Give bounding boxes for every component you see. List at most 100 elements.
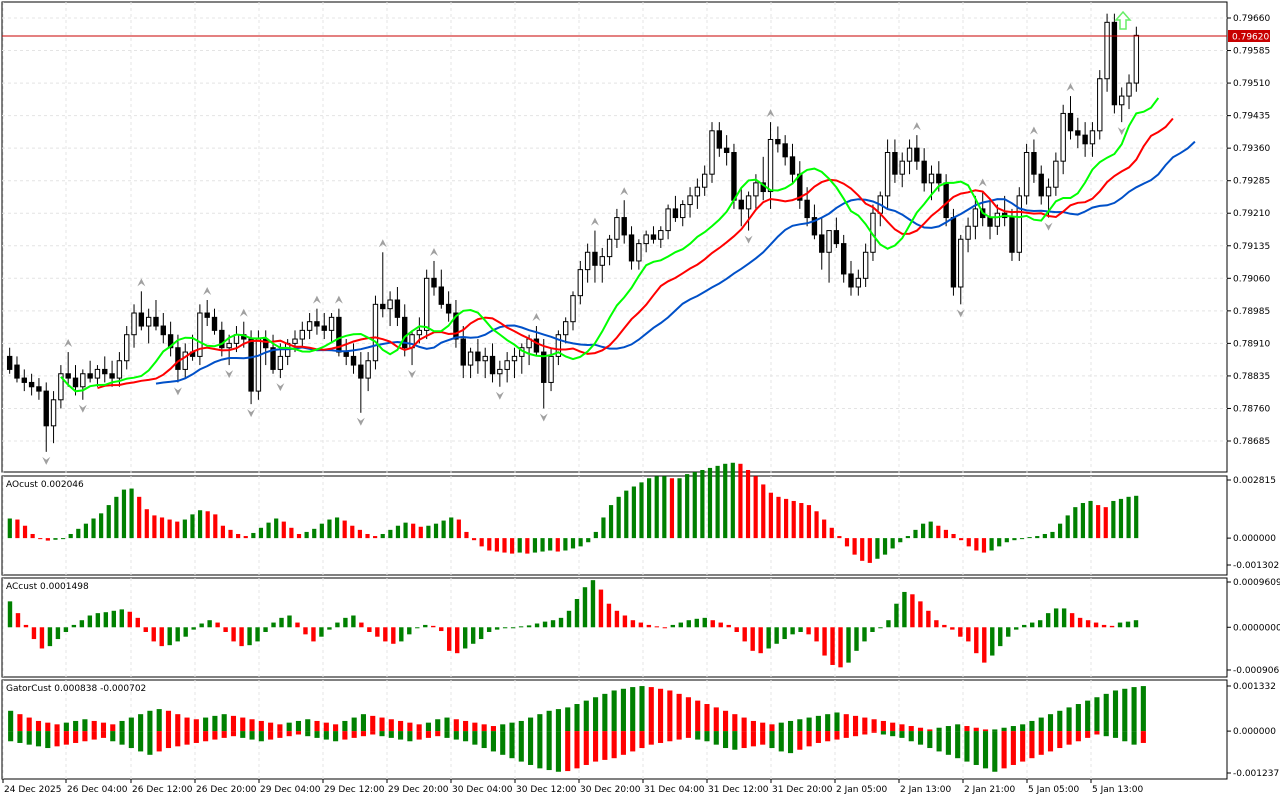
gator-upper-bar — [490, 726, 496, 732]
candle-body — [745, 195, 752, 210]
candle-body — [577, 269, 584, 297]
candle-body — [541, 351, 547, 383]
price-axis-label: 0.79660 — [1233, 14, 1270, 24]
gator-upper-bar — [1131, 687, 1137, 732]
gator-lower-bar — [899, 731, 905, 738]
ac-bar — [590, 580, 596, 628]
candle-body — [701, 173, 708, 188]
candle-body — [650, 234, 657, 240]
gator-lower-bar — [945, 731, 951, 755]
candle-body — [504, 360, 510, 370]
candle-body — [1104, 21, 1110, 80]
gator-upper-bar — [722, 710, 729, 732]
gator-lower-bar — [806, 731, 812, 747]
candle-body — [394, 299, 401, 318]
fractal-down-icon — [539, 413, 548, 422]
fractal-down-icon — [1117, 127, 1126, 136]
gator-upper-bar — [630, 687, 636, 732]
ac-bar — [367, 627, 372, 632]
ac-bar — [606, 603, 612, 628]
ac-bar — [942, 624, 947, 628]
candle-body — [687, 195, 693, 206]
time-axis-label: 31 Dec 20:00 — [772, 785, 833, 795]
gator-upper-bar — [973, 727, 979, 732]
gator-lower-bar — [602, 731, 608, 760]
ao-bar — [989, 538, 994, 551]
price-axis-label: 0.79585 — [1233, 47, 1270, 57]
fractal-down-icon — [78, 404, 87, 413]
ac-bar — [1101, 624, 1107, 628]
ao-bar — [228, 529, 233, 539]
candle-body — [109, 373, 115, 379]
candle-body — [475, 351, 481, 362]
ao-title: AOcust 0.002046 — [6, 480, 84, 490]
ao-bar — [692, 472, 697, 539]
candle-body — [160, 325, 166, 336]
ac-bar — [486, 627, 492, 632]
candle-body — [533, 338, 540, 353]
ac-bar — [662, 627, 668, 629]
ac-bar — [1006, 627, 1011, 637]
ac-bar — [95, 613, 101, 628]
ac-bar — [247, 627, 252, 646]
candle-body — [1009, 217, 1015, 253]
ac-bar — [327, 627, 332, 630]
fractal-up-icon — [532, 313, 541, 322]
gator-lower-bar — [667, 731, 673, 742]
candle-body — [350, 355, 357, 366]
ac-bar — [614, 610, 620, 628]
ac-bar — [870, 627, 875, 632]
ao-bar — [707, 467, 713, 539]
gator-upper-bar — [713, 707, 719, 732]
candle-body — [1082, 134, 1088, 145]
ac-bar — [1069, 613, 1075, 628]
candles-layer — [6, 13, 1140, 452]
gator-upper-bar — [82, 719, 88, 732]
ao-bar — [677, 478, 682, 539]
candle-body — [14, 364, 20, 379]
gator-upper-bar — [936, 727, 942, 732]
ao-bar — [99, 513, 104, 539]
gator-upper-bar — [546, 710, 552, 732]
ac-bar — [598, 589, 604, 628]
ao-bar — [304, 531, 309, 539]
gator-lower-bar — [760, 731, 766, 745]
gator-lower-bar — [620, 731, 626, 755]
ao-bar — [45, 538, 50, 541]
candle-body — [248, 338, 254, 392]
gator-upper-bar — [1094, 697, 1100, 732]
price-axis-label: 0.79360 — [1233, 144, 1270, 154]
gator-lower-bar — [704, 731, 710, 742]
candle-body — [899, 160, 905, 175]
gator-upper-bar — [1085, 700, 1091, 732]
time-axis-label: 2 Jan 13:00 — [900, 785, 952, 795]
gator-upper-bar — [1103, 693, 1109, 732]
ao-bar — [76, 528, 81, 539]
ac-bar — [558, 617, 564, 628]
gator-lower-bar — [982, 731, 989, 769]
ac-bar — [167, 627, 172, 646]
price-axis-label: 0.79060 — [1233, 274, 1270, 284]
gator-upper-bar — [342, 720, 348, 732]
gator-lower-bar — [964, 731, 970, 762]
fractal-up-icon — [312, 295, 321, 304]
ac-panel[interactable] — [1, 577, 1228, 678]
candle-body — [292, 338, 298, 344]
ao-axis-label: 0.000000 — [1233, 534, 1276, 544]
ao-bar — [966, 538, 971, 547]
ao-bar — [685, 474, 690, 539]
ao-bar — [274, 518, 279, 539]
gator-lower-bar — [611, 731, 617, 759]
candle-body — [1067, 112, 1074, 132]
ac-bar — [1053, 608, 1059, 628]
gator-axis-label: 0.001332 — [1233, 682, 1276, 692]
price-axis-label: 0.78760 — [1233, 404, 1270, 414]
ac-bar — [207, 620, 212, 628]
ao-bar — [738, 463, 743, 539]
candle-body — [365, 360, 371, 379]
gator-upper-bar — [955, 724, 961, 732]
gator-lower-bar — [778, 731, 784, 752]
ao-bar — [882, 538, 888, 555]
gator-lower-bar — [351, 731, 357, 738]
